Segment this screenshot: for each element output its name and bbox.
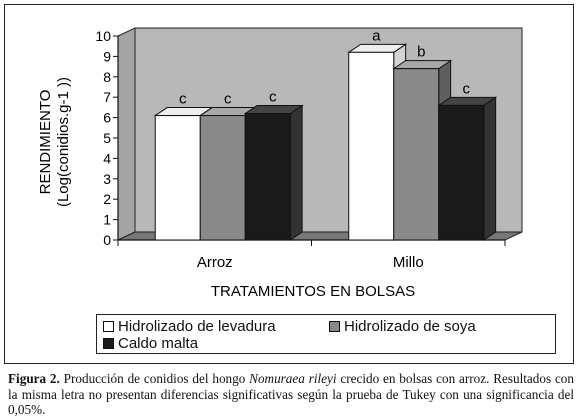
y-tick-label-10: 10 [95,28,111,44]
y-tick-label-8: 8 [103,69,111,85]
bar-0-0 [154,115,201,241]
figure-caption: Figura 2. Producción de conidios del hon… [8,371,574,418]
y-tick-label-2: 2 [103,191,111,207]
legend-swatch-levadura [103,321,114,332]
y-tick-label-5: 5 [103,130,111,146]
legend-swatch-malta [103,338,114,349]
y-tick-label-4: 4 [103,150,111,166]
y-axis-label-line1: RENDIMIENTO [37,90,54,195]
y-axis-label-line2: (Log(conidios.g-1 )) [55,77,72,207]
caption-text-1: Producción de conidios del hongo [63,371,246,386]
legend-label-levadura: Hidrolizado de levadura [118,318,276,335]
legend-label-malta: Caldo malta [118,335,199,352]
legend-item-soya: Hidrolizado de soya [329,318,476,335]
x-category-label-1: Millo [393,254,424,271]
legend-label-soya: Hidrolizado de soya [344,318,476,335]
legend-item-malta: Caldo malta [103,335,198,352]
y-tick-label-1: 1 [103,212,111,228]
chart-legend: Hidrolizado de levadura Hidrolizado de s… [96,314,556,354]
bar-label-1-1: b [417,44,425,61]
y-tick-label-7: 7 [103,89,111,105]
legend-item-levadura: Hidrolizado de levadura [103,318,276,335]
bar-label-1-0: a [372,27,381,44]
side-wall [117,27,136,241]
figure-label: Figura 2. [8,371,60,386]
bar-label-0-1: c [224,91,232,108]
bar-side-1-2 [483,96,497,241]
chart-frame [4,4,574,364]
bar-1-2 [438,104,485,241]
bar-label-0-2: c [269,89,277,106]
bar-0-2 [244,113,291,241]
bar-side-0-2 [289,104,303,241]
x-axis-label: TRATAMIENTOS EN BOLSAS [211,283,415,300]
x-category-label-0: Arroz [197,254,233,271]
y-tick-label-0: 0 [103,232,111,248]
caption-text-2: crecido en bolsas con arroz. Resultados … [8,371,574,417]
bar-label-1-2: c [463,80,471,97]
bar-1-1 [393,68,440,241]
y-tick-label-6: 6 [103,110,111,126]
caption-species: Nomuraea rileyi [249,371,337,386]
bar-0-1 [199,115,246,241]
y-tick-label-9: 9 [103,48,111,64]
y-tick-label-3: 3 [103,171,111,187]
legend-swatch-soya [329,321,340,332]
bar-label-0-0: c [179,91,187,108]
bar-1-0 [348,51,395,241]
